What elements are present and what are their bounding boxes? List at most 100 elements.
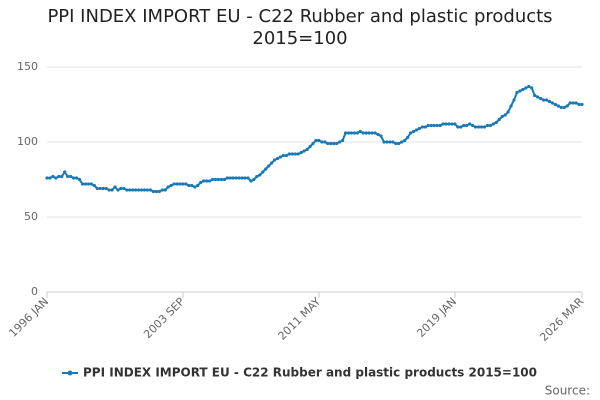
point [145, 188, 150, 192]
point [497, 117, 501, 122]
point [249, 179, 253, 183]
point [272, 158, 277, 162]
point [125, 188, 129, 192]
point [264, 167, 268, 171]
point [92, 183, 96, 188]
point [178, 182, 182, 186]
point [541, 98, 546, 102]
point [503, 113, 507, 117]
legend-label: PPI INDEX IMPORT EU - C22 Rubber and pla… [83, 366, 537, 380]
point [196, 183, 200, 188]
point [524, 86, 528, 90]
point [568, 101, 572, 105]
point [338, 140, 342, 144]
point [550, 101, 555, 105]
point [45, 176, 49, 180]
point [193, 185, 197, 189]
point [376, 132, 380, 137]
point [296, 152, 300, 156]
point [72, 176, 76, 180]
point [86, 182, 90, 186]
point [228, 176, 232, 180]
point [438, 123, 442, 128]
point [163, 188, 167, 192]
point [119, 186, 123, 191]
point [465, 123, 469, 128]
point [382, 140, 386, 144]
point [202, 179, 206, 183]
point [175, 182, 179, 186]
point [420, 125, 424, 129]
point [110, 188, 114, 192]
point [506, 110, 510, 114]
point [565, 104, 569, 108]
point [137, 188, 141, 192]
point [426, 123, 430, 128]
point [329, 141, 333, 146]
point [488, 123, 492, 128]
point [213, 177, 218, 182]
point [574, 101, 578, 105]
point [340, 138, 345, 143]
point [89, 182, 93, 186]
point [509, 104, 513, 108]
point [243, 176, 247, 180]
point [275, 156, 280, 161]
point [370, 131, 374, 135]
point [544, 98, 549, 102]
legend-marker [67, 370, 73, 376]
point [261, 170, 265, 174]
point [142, 188, 147, 192]
point [107, 188, 111, 192]
point [515, 90, 519, 95]
point [349, 131, 354, 135]
point [207, 179, 212, 183]
point [270, 161, 274, 165]
point [397, 141, 401, 146]
point [234, 176, 238, 180]
point [154, 189, 158, 194]
point [60, 174, 64, 179]
point [246, 176, 250, 180]
point [335, 141, 339, 146]
point [95, 186, 99, 191]
point [456, 125, 460, 129]
point [311, 141, 315, 146]
point [281, 153, 286, 158]
point [447, 122, 451, 126]
point [429, 123, 433, 128]
point [423, 125, 427, 129]
point [364, 131, 368, 135]
point [388, 140, 392, 144]
point [391, 140, 395, 144]
point [128, 188, 132, 192]
point [255, 174, 259, 179]
point [172, 182, 176, 186]
point [83, 182, 88, 186]
point [57, 174, 61, 179]
point [305, 147, 309, 152]
point [302, 149, 306, 153]
point [441, 122, 445, 126]
point [385, 140, 389, 144]
y-tick-label: 0 [31, 285, 38, 298]
x-tick-label: 1996 JAN [6, 295, 51, 340]
point [169, 183, 173, 188]
point [559, 105, 563, 110]
point [326, 141, 330, 146]
point [54, 176, 58, 180]
point [346, 131, 351, 135]
point [577, 102, 581, 107]
chart-title: PPI INDEX IMPORT EU - C22 Rubber and pla… [47, 6, 553, 49]
point [450, 122, 454, 126]
point [293, 152, 297, 156]
point [355, 131, 359, 135]
point [521, 87, 525, 92]
point [157, 189, 161, 194]
point [190, 183, 194, 188]
point [116, 188, 120, 192]
point [536, 95, 540, 99]
point [343, 131, 348, 135]
